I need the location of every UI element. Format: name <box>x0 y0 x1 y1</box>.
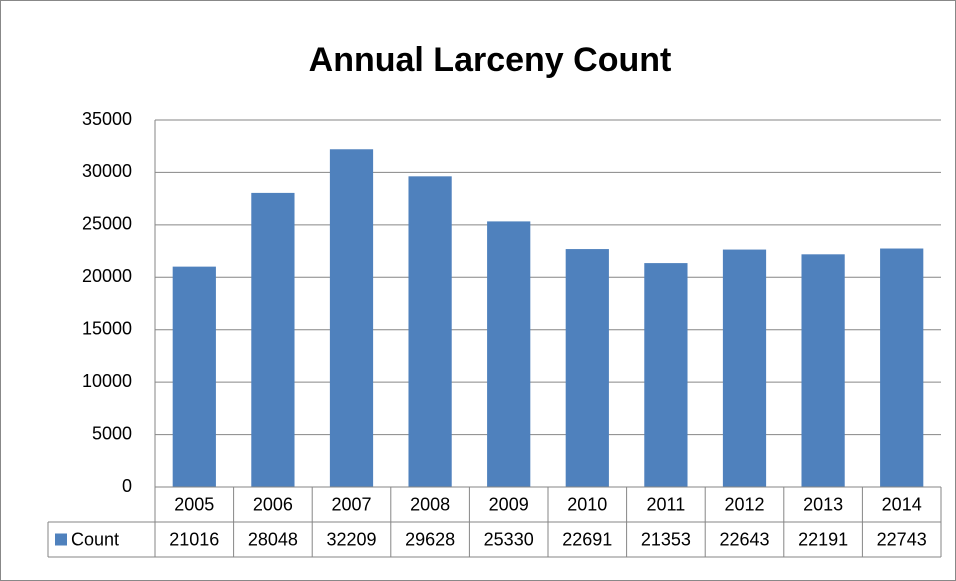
bar <box>565 249 609 487</box>
data-table-value: 22743 <box>877 529 927 549</box>
bar <box>251 192 295 488</box>
data-table-value: 21016 <box>169 529 219 549</box>
y-tick-label: 20000 <box>82 266 132 286</box>
x-tick-label: 2008 <box>410 494 450 514</box>
y-tick-label: 25000 <box>82 214 132 234</box>
data-table-value: 29628 <box>405 529 455 549</box>
bar <box>801 254 845 487</box>
y-tick-label: 35000 <box>82 109 132 129</box>
bar <box>487 221 531 487</box>
data-table-value: 28048 <box>248 529 298 549</box>
bar <box>722 249 767 487</box>
x-tick-label: 2012 <box>724 494 764 514</box>
data-table-value: 22191 <box>798 529 848 549</box>
x-tick-label: 2009 <box>489 494 529 514</box>
x-tick-label: 2005 <box>174 494 214 514</box>
data-table-value: 21353 <box>641 529 691 549</box>
y-tick-label: 0 <box>122 476 132 496</box>
y-tick-label: 10000 <box>82 371 132 391</box>
chart-title: Annual Larceny Count <box>309 41 672 79</box>
data-table-value: 25330 <box>484 529 534 549</box>
x-tick-label: 2007 <box>331 494 371 514</box>
bar <box>172 266 216 487</box>
legend-label: Count <box>71 529 119 549</box>
y-tick-label: 5000 <box>92 423 132 443</box>
legend-swatch <box>55 533 67 546</box>
y-tick-label: 15000 <box>82 318 132 338</box>
x-tick-label: 2006 <box>253 494 293 514</box>
data-table-value: 22691 <box>562 529 612 549</box>
data-table-value: 32209 <box>326 529 376 549</box>
bar <box>644 263 688 487</box>
x-tick-label: 2010 <box>567 494 607 514</box>
x-tick-label: 2014 <box>882 494 922 514</box>
x-tick-label: 2013 <box>803 494 843 514</box>
bar <box>329 149 374 487</box>
data-table-value: 22643 <box>719 529 769 549</box>
bar <box>408 176 452 487</box>
bar <box>880 248 924 487</box>
y-tick-label: 30000 <box>82 161 132 181</box>
x-tick-label: 2011 <box>647 494 686 514</box>
